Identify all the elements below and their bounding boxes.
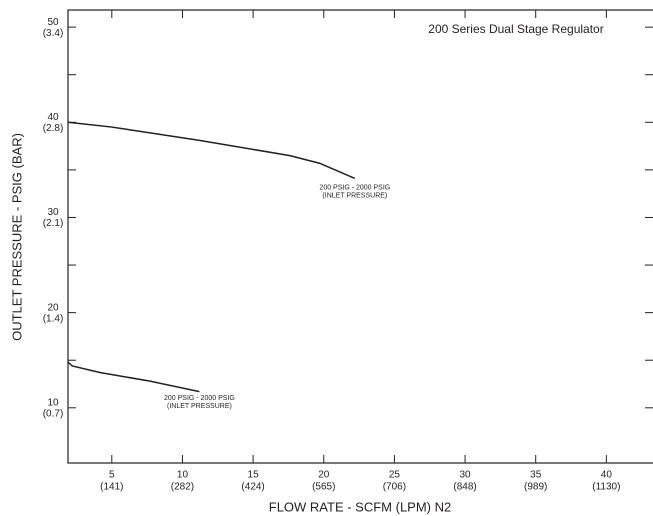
y-tick-label: 30 xyxy=(47,207,59,218)
y-tick-label: 20 xyxy=(47,302,59,313)
x-tick-label: 35 xyxy=(530,470,542,481)
x-tick-sublabel: (1130) xyxy=(592,482,620,493)
x-tick-label: 10 xyxy=(177,470,189,481)
y-axis-label: OUTLET PRESSURE - PSIG (BAR) xyxy=(9,133,24,341)
x-tick-label: 20 xyxy=(318,470,330,481)
y-tick-label: 10 xyxy=(47,397,59,408)
annotation-sub: (INLET PRESSURE) xyxy=(322,193,387,200)
annotation: 200 PSIG - 2000 PSIG xyxy=(164,395,235,402)
line xyxy=(67,121,356,180)
y-tick-label: 50 xyxy=(47,17,59,28)
x-tick-sublabel: (706) xyxy=(383,482,406,493)
y-tick-sublabel: (1.4) xyxy=(43,313,64,324)
x-tick-sublabel: (141) xyxy=(100,482,123,493)
x-tick-label: 40 xyxy=(601,470,613,481)
line xyxy=(67,361,200,393)
y-tick-sublabel: (3.4) xyxy=(43,28,64,39)
annotation-sub: (INLET PRESSURE) xyxy=(167,403,232,410)
x-axis-label: FLOW RATE - SCFM (LPM) N2 xyxy=(269,499,451,514)
x-tick-label: 15 xyxy=(248,470,260,481)
x-tick-label: 25 xyxy=(389,470,401,481)
x-tick-label: 30 xyxy=(460,470,472,481)
chart-title: 200 Series Dual Stage Regulator xyxy=(428,22,603,36)
annotation: 200 PSIG - 2000 PSIG xyxy=(319,185,390,192)
x-tick-sublabel: (989) xyxy=(524,482,547,493)
y-tick-sublabel: (2.1) xyxy=(43,218,64,229)
y-tick-sublabel: (2.8) xyxy=(43,123,64,134)
y-tick-label: 40 xyxy=(47,112,59,123)
x-tick-sublabel: (282) xyxy=(171,482,194,493)
y-tick-sublabel: (0.7) xyxy=(43,408,64,419)
plot-frame xyxy=(67,9,653,464)
x-tick-label: 5 xyxy=(109,470,115,481)
x-tick-sublabel: (565) xyxy=(312,482,335,493)
x-tick-sublabel: (424) xyxy=(241,482,264,493)
x-tick-sublabel: (848) xyxy=(453,482,476,493)
